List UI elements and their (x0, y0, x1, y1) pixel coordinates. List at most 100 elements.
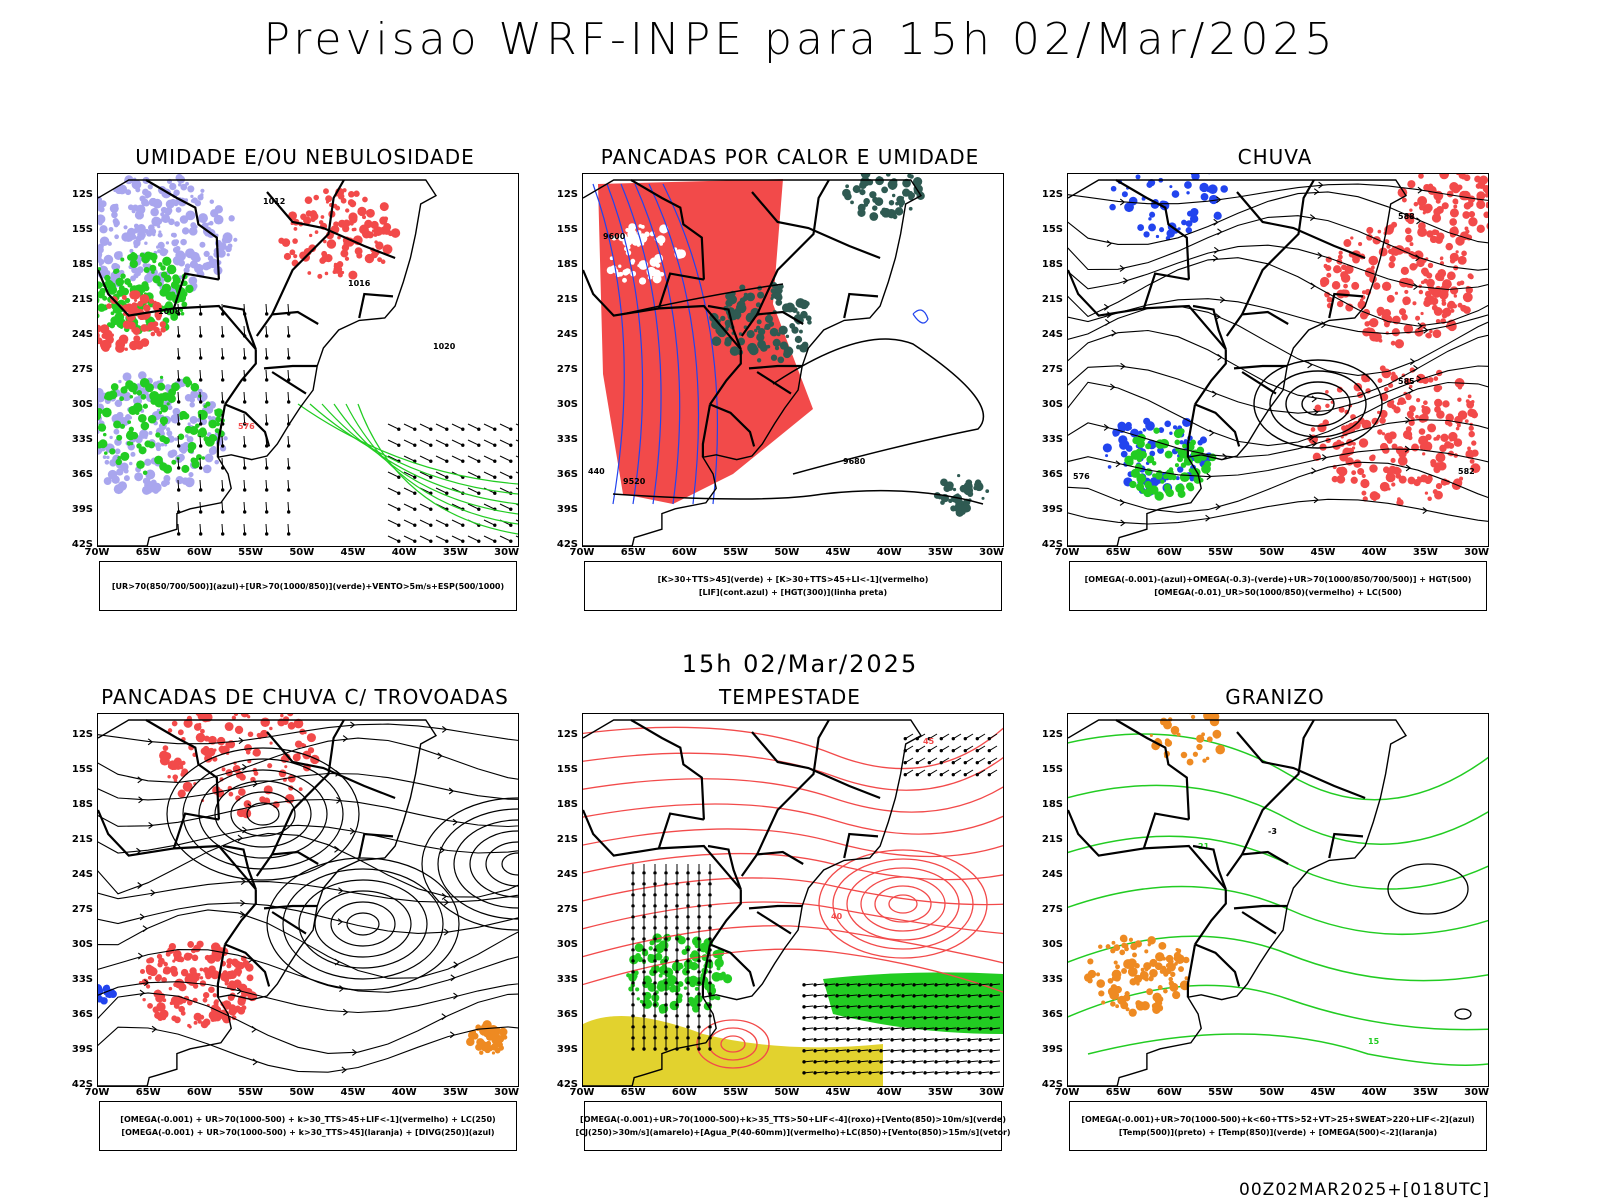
latitude-tick-label: 30S (556, 939, 578, 950)
wind850-vectors-east (802, 983, 1001, 1075)
longitude-tick-label: 30W (979, 1087, 1005, 1098)
border-line (709, 943, 756, 987)
east-loop (421, 797, 518, 931)
temp500-black-contours (1387, 863, 1472, 1020)
border-line (1192, 304, 1227, 350)
contour-label: -3 (1268, 827, 1277, 836)
border-line (1233, 364, 1288, 370)
legend-line: [OMEGA(-0.001)+UR>70(1000-500)+k>35_TTS>… (580, 1115, 1006, 1124)
latitude-tick-label: 33S (556, 974, 578, 985)
legend-line: [Temp(500)](preto) + [Temp(850)](verde) … (1118, 1128, 1438, 1137)
longitude-tick-label: 30W (1464, 1087, 1490, 1098)
thunder-orange-area (466, 1020, 508, 1055)
legend-line: [OMEGA(-0.001) + UR>70(1000-500) + k>30_… (121, 1128, 495, 1137)
coastline (1068, 179, 1407, 546)
longitude-tick-label: 40W (1361, 547, 1387, 558)
border-line (224, 349, 257, 406)
contour-label: 15 (1368, 1037, 1380, 1046)
latitude-tick-label: 18S (71, 259, 93, 270)
contour-label: 9600 (603, 232, 626, 241)
border-line (630, 719, 705, 820)
longitude-tick-label: 70W (1054, 547, 1080, 558)
contour-label: 1008 (158, 307, 181, 316)
latitude-tick-label: 27S (1041, 904, 1063, 915)
longitude-tick-label: 40W (1361, 1087, 1387, 1098)
latitude-tick-label: 24S (556, 869, 578, 880)
panel-title: PANCADAS DE CHUVA C/ TROVOADAS (101, 685, 509, 709)
legend-line: [K>30+TTS>45](verde) + [K>30+TTS>45+LI<-… (657, 575, 929, 584)
teal-patch-north (842, 174, 925, 221)
latitude-tick-label: 42S (71, 539, 93, 550)
longitude-tick-label: 50W (774, 547, 800, 558)
border-line (1194, 403, 1241, 447)
longitude-tick-label: 30W (1464, 547, 1490, 558)
latitude-tick-label: 24S (1041, 869, 1063, 880)
border-line (358, 832, 394, 859)
border-line (1241, 179, 1315, 315)
latitude-tick-label: 15S (71, 764, 93, 775)
latitude-tick-label: 24S (71, 869, 93, 880)
panel-title: TEMPESTADE (719, 685, 861, 709)
longitude-tick-label: 40W (391, 1087, 417, 1098)
latitude-tick-label: 18S (71, 799, 93, 810)
longitude-tick-label: 50W (1259, 1087, 1285, 1098)
latitude-tick-label: 39S (1041, 504, 1063, 515)
latitude-tick-label: 30S (556, 399, 578, 410)
border-line (707, 304, 742, 350)
teal-patch (709, 281, 812, 364)
border-line (222, 844, 257, 890)
border-line (583, 809, 659, 857)
border-line (1225, 850, 1289, 877)
border-line (756, 911, 792, 935)
latitude-tick-label: 33S (1041, 974, 1063, 985)
run-timestamp: 00Z02MAR2025+[018UTC] (1239, 1180, 1490, 1200)
border-line (255, 850, 319, 877)
omega-blue-north (1109, 174, 1228, 241)
border-line (1115, 719, 1190, 820)
latitude-tick-label: 15S (1041, 764, 1063, 775)
longitude-tick-label: 60W (186, 1087, 212, 1098)
latitude-tick-label: 27S (71, 904, 93, 915)
latitude-tick-label: 42S (556, 539, 578, 550)
longitude-tick-label: 35W (1412, 547, 1438, 558)
latitude-tick-label: 36S (1041, 1009, 1063, 1020)
latitude-tick-label: 27S (556, 904, 578, 915)
map-canvas: 21 15 -3 (1068, 714, 1488, 1086)
longitude-tick-label: 55W (723, 1087, 749, 1098)
border-line (1115, 179, 1190, 280)
lc500-streamlines (1068, 181, 1488, 527)
longitude-tick-label: 35W (442, 547, 468, 558)
border-line (1236, 731, 1366, 800)
anticyclone-loop (266, 857, 460, 991)
latitude-tick-label: 27S (1041, 364, 1063, 375)
latitude-tick-label: 21S (71, 294, 93, 305)
map-canvas (98, 714, 518, 1086)
contour-label: 585 (1398, 377, 1415, 386)
longitude-tick-label: 45W (1310, 1087, 1336, 1098)
latitude-tick-label: 36S (556, 1009, 578, 1020)
border-line (748, 904, 803, 910)
legend-line: [OMEGA(-0.001)-(azul)+OMEGA(-0.3)-(verde… (1084, 575, 1472, 584)
longitude-tick-label: 60W (1156, 1087, 1182, 1098)
border-line (1241, 371, 1277, 395)
geography-outlines (583, 719, 922, 1086)
panel-legend: [OMEGA(-0.001)-(azul)+OMEGA(-0.3)-(verde… (1069, 561, 1487, 611)
latitude-tick-label: 15S (71, 224, 93, 235)
longitude-tick-label: 60W (671, 1087, 697, 1098)
latitude-tick-label: 15S (556, 764, 578, 775)
latitude-tick-label: 36S (1041, 469, 1063, 480)
border-line (263, 904, 318, 910)
contour-label: 9520 (623, 477, 646, 486)
green-isolines (297, 403, 518, 535)
border-line (709, 349, 742, 406)
latitude-tick-label: 30S (1041, 939, 1063, 950)
thunder-red-area (138, 940, 258, 1029)
contour-label: 40 (831, 912, 843, 921)
latitude-tick-label: 27S (556, 364, 578, 375)
longitude-tick-label: 30W (979, 547, 1005, 558)
teal-patch-east (933, 474, 990, 517)
wind-vectors (387, 423, 518, 543)
latitude-tick-label: 30S (71, 399, 93, 410)
border-line (271, 911, 307, 935)
panel-legend: [OMEGA(-0.001)+UR>70(1000-500)+k>35_TTS>… (575, 1101, 1011, 1151)
